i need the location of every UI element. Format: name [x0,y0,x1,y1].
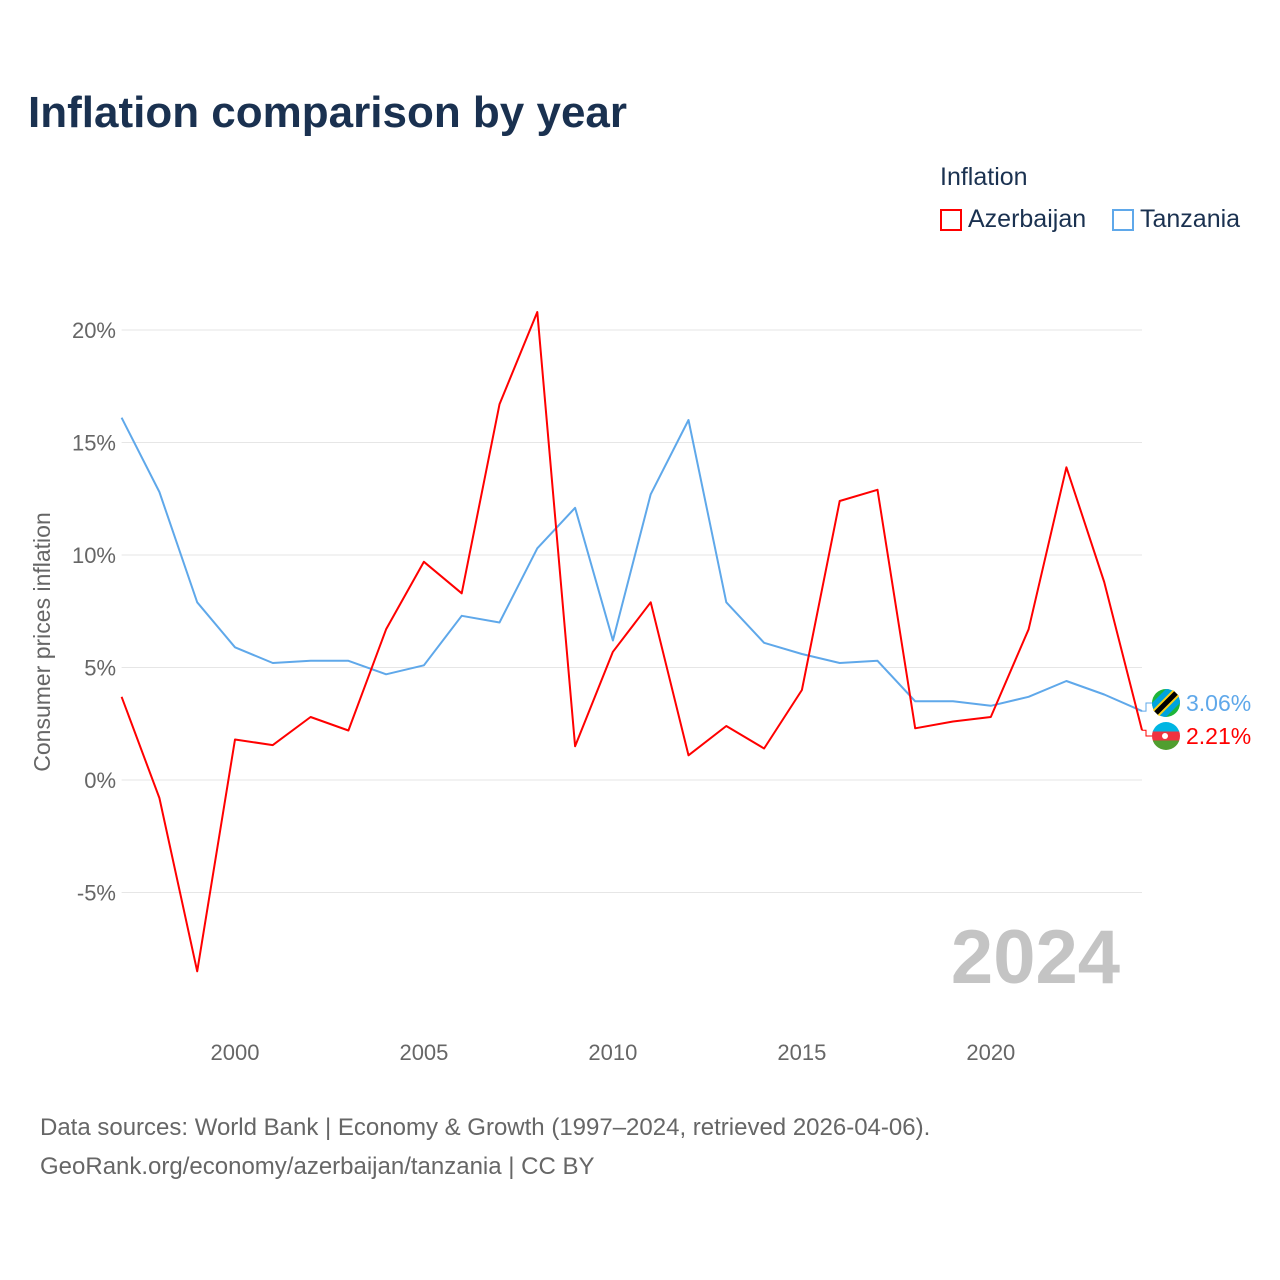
x-tick-label: 2010 [588,1040,637,1065]
y-tick-label: 20% [72,318,116,343]
source-line-2[interactable]: GeoRank.org/economy/azerbaijan/tanzania … [40,1153,595,1180]
end-label-tanzania: 3.06% [1186,690,1251,716]
source-line-1: Data sources: World Bank | Economy & Gro… [40,1114,931,1141]
azerbaijan-flag-crescent [1162,733,1168,739]
series-line-tanzania [120,417,1143,713]
azerbaijan-flag-icon [1152,722,1180,732]
legend-title: Inflation [940,163,1028,191]
legend-item-tanzania[interactable]: Tanzania [1112,205,1240,234]
end-connector-azerbaijan [1142,729,1152,737]
year-watermark: 2024 [951,915,1120,1000]
series-line-azerbaijan [120,311,1143,973]
y-tick-label: 10% [72,543,116,568]
chart-title: Inflation comparison by year [28,88,628,137]
legend-item-azerbaijan[interactable]: Azerbaijan [940,205,1086,234]
y-tick-label: 15% [72,431,116,456]
legend-label-azerbaijan: Azerbaijan [968,205,1087,233]
source-note: Data sources: World Bank | Economy & Gro… [40,1108,930,1186]
y-tick-label: 0% [84,768,116,793]
tanzania-flag-black [1154,691,1178,715]
x-tick-label: 2000 [211,1040,260,1065]
x-tick-label: 2020 [966,1040,1015,1065]
end-connector-tanzania [1142,702,1152,712]
legend-label-tanzania: Tanzania [1140,205,1241,233]
y-tick-label: -5% [77,881,116,906]
azerbaijan-flag-green [1152,740,1180,750]
x-tick-label: 2015 [777,1040,826,1065]
legend-swatch-azerbaijan [940,208,962,231]
y-tick-label: 5% [84,656,116,681]
end-label-azerbaijan: 2.21% [1186,723,1251,749]
x-tick-label: 2005 [399,1040,448,1065]
legend-swatch-tanzania [1112,208,1134,231]
y-axis-label: Consumer prices inflation [29,512,55,772]
